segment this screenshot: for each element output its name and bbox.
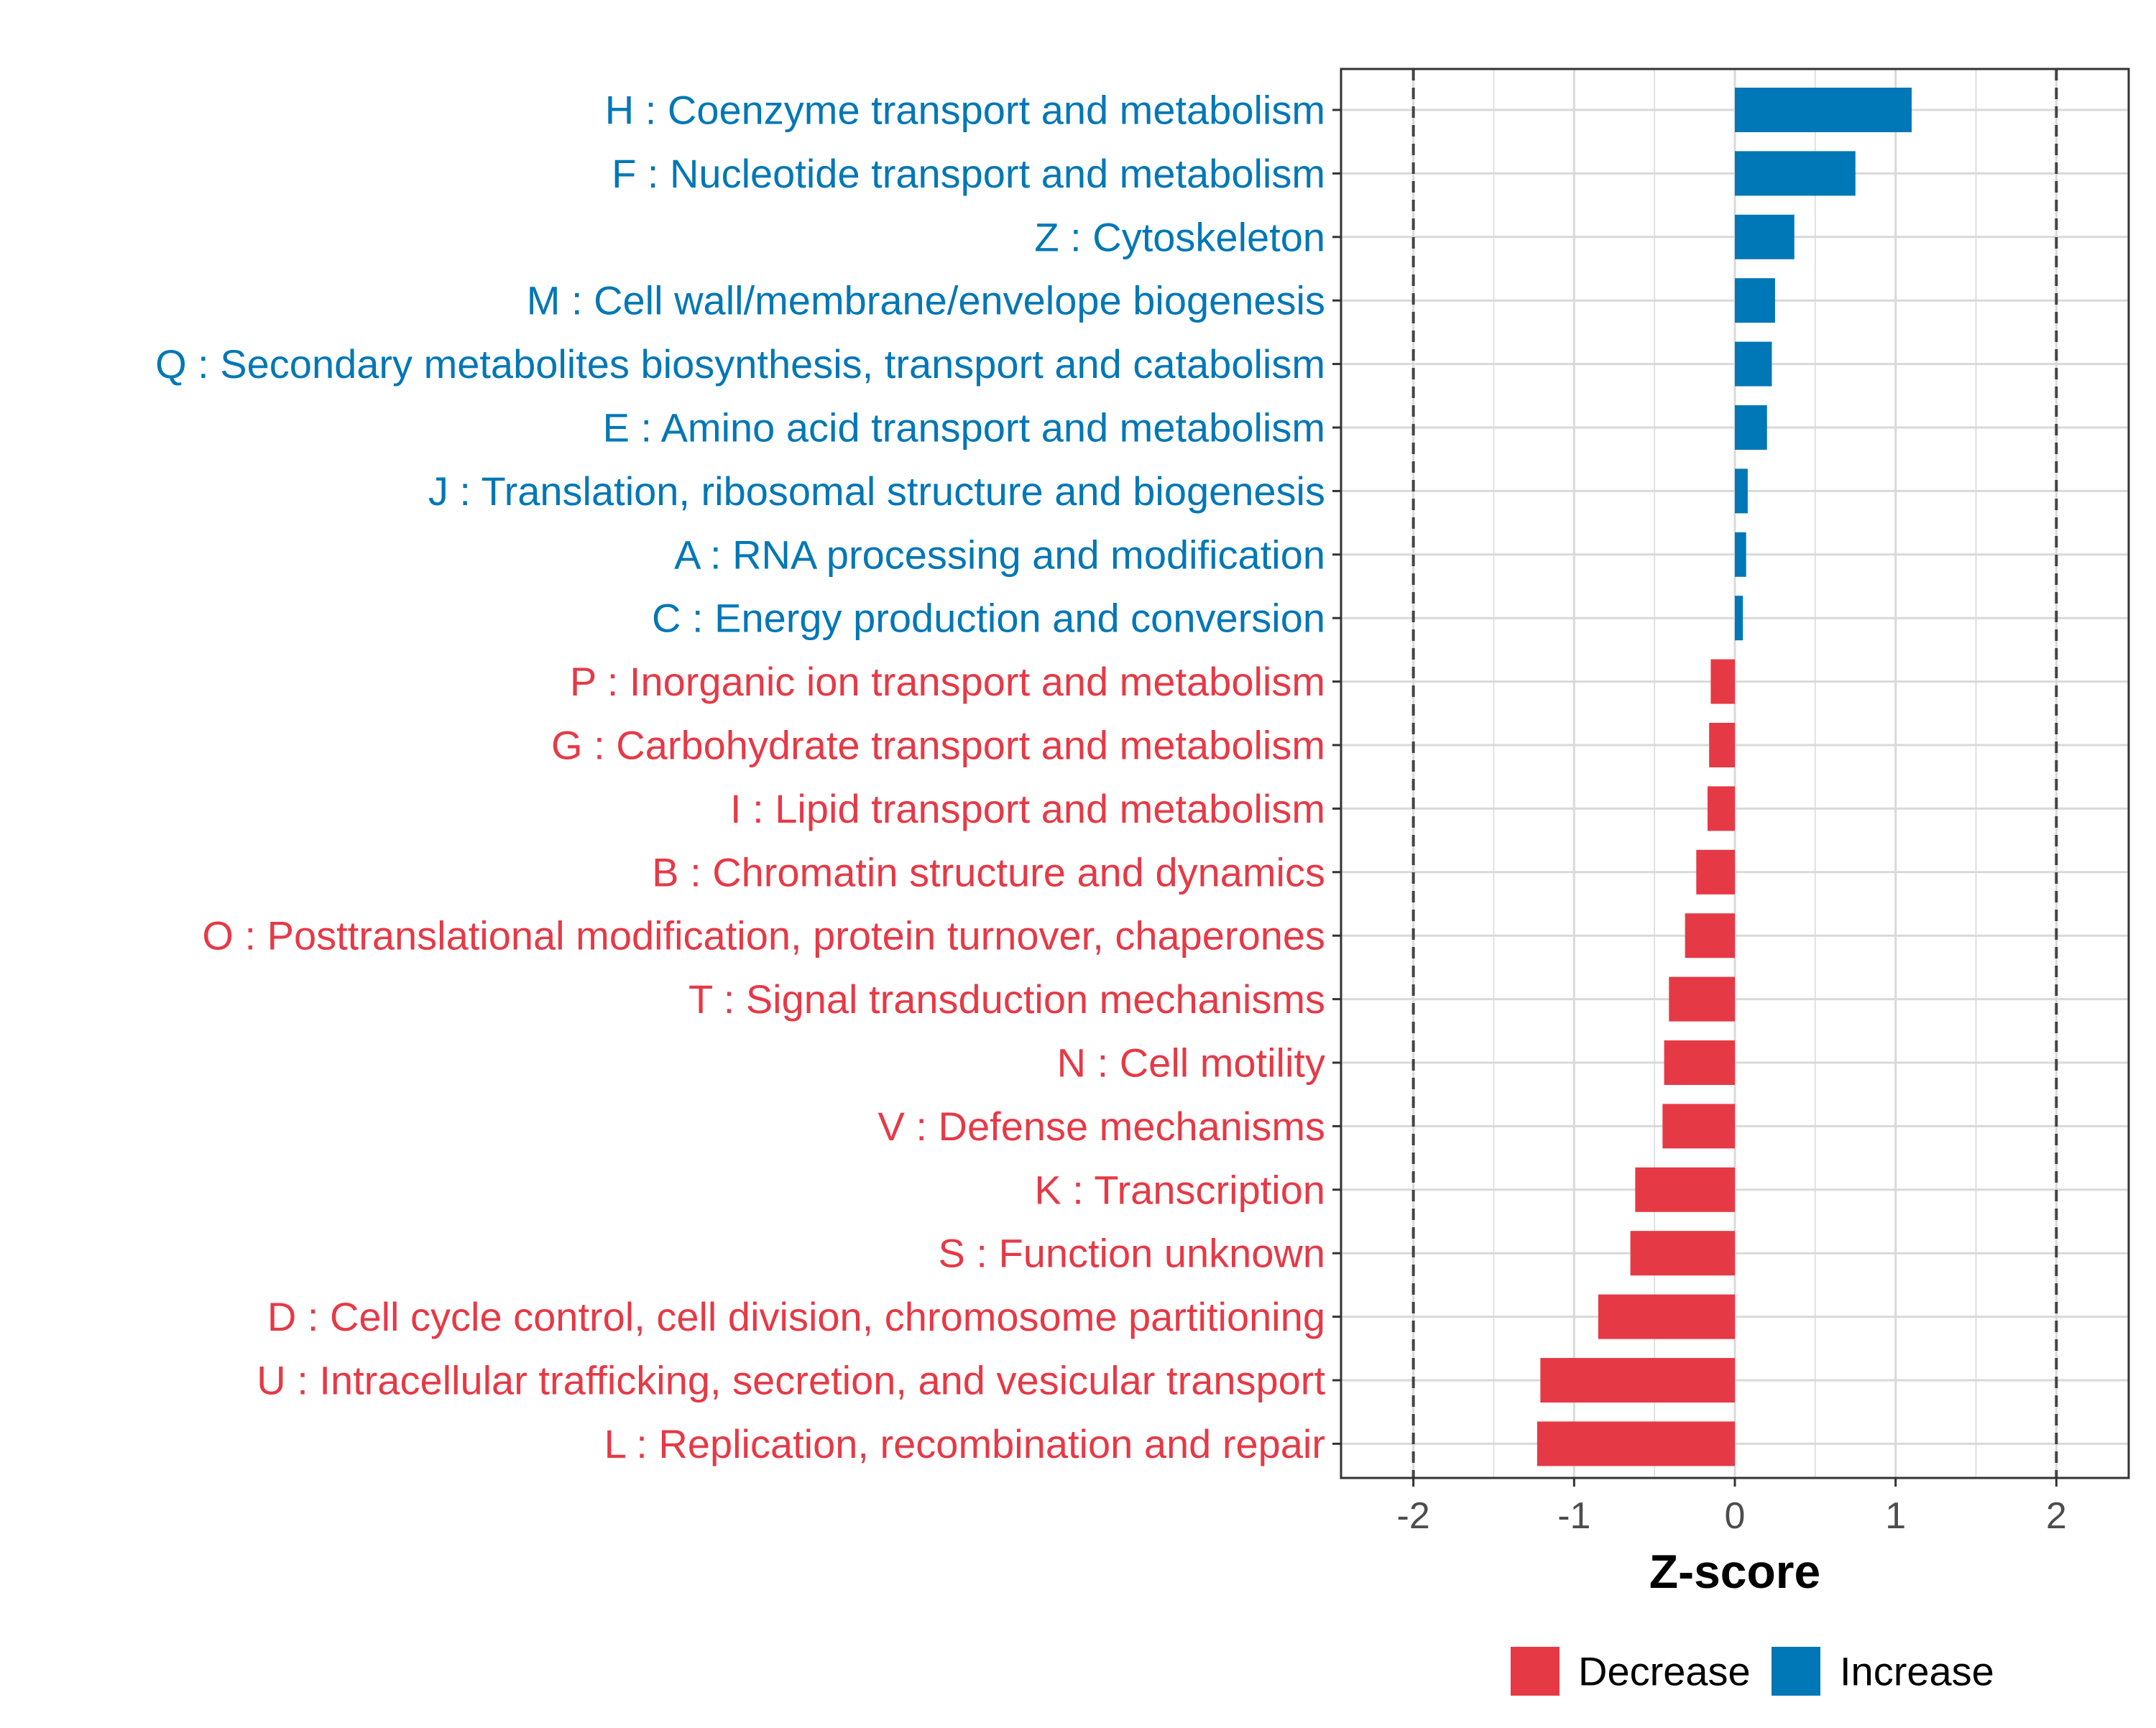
category-label: H : Coenzyme transport and metabolism [605,88,1325,133]
bar-u [1540,1358,1735,1403]
bar-m [1735,278,1775,323]
x-tick-label: 0 [1725,1495,1746,1537]
bar-a [1735,532,1746,577]
category-label: U : Intracellular trafficking, secretion… [257,1358,1325,1403]
category-label: O : Posttranslational modification, prot… [202,913,1325,958]
bar-e [1735,405,1767,450]
bar-g [1709,723,1735,767]
category-label: N : Cell motility [1057,1040,1325,1086]
bar-f [1735,151,1856,196]
category-label: S : Function unknown [938,1231,1325,1276]
bar-v [1662,1104,1735,1149]
category-label: B : Chromatin structure and dynamics [652,849,1325,895]
x-tick-label: 2 [2046,1495,2067,1537]
bar-p [1710,659,1735,704]
category-label: T : Signal transduction mechanisms [688,976,1325,1022]
x-tick-label: -1 [1557,1495,1590,1537]
category-label: C : Energy production and conversion [652,596,1325,641]
x-tick-label: -2 [1397,1495,1430,1537]
category-label: A : RNA processing and modification [674,532,1325,577]
category-label: E : Amino acid transport and metabolism [603,405,1325,451]
category-label: F : Nucleotide transport and metabolism [612,151,1325,196]
category-label: P : Inorganic ion transport and metaboli… [570,659,1325,704]
category-label: Q : Secondary metabolites biosynthesis, … [155,341,1325,387]
bar-j [1735,468,1748,514]
category-label: Z : Cytoskeleton [1034,214,1325,259]
bar-c [1735,596,1743,641]
x-axis-title: Z-score [1649,1545,1820,1598]
legend-key-increase [1772,1647,1820,1696]
legend-label-increase: Increase [1840,1649,1994,1694]
bar-d [1598,1294,1735,1339]
category-label: M : Cell wall/membrane/envelope biogenes… [527,278,1325,323]
category-label: G : Carbohydrate transport and metabolis… [551,723,1325,768]
category-label: V : Defense mechanisms [878,1104,1325,1149]
category-label: D : Cell cycle control, cell division, c… [267,1294,1325,1339]
bar-z [1735,214,1795,259]
category-label: J : Translation, ribosomal structure and… [428,468,1325,514]
category-label: K : Transcription [1034,1167,1325,1212]
bar-t [1669,976,1735,1022]
bar-l [1537,1421,1735,1466]
legend-key-decrease [1511,1647,1560,1696]
legend-label-decrease: Decrease [1578,1649,1751,1694]
bar-k [1635,1167,1735,1212]
category-label: I : Lipid transport and metabolism [730,786,1325,831]
bar-h [1735,88,1912,132]
x-tick-label: 1 [1885,1495,1906,1537]
bar-i [1707,786,1735,831]
bar-n [1664,1040,1735,1085]
bar-s [1630,1231,1735,1276]
category-label: L : Replication, recombination and repai… [604,1421,1325,1466]
bar-o [1685,913,1735,958]
bar-b [1696,849,1735,895]
bar-q [1735,341,1772,387]
